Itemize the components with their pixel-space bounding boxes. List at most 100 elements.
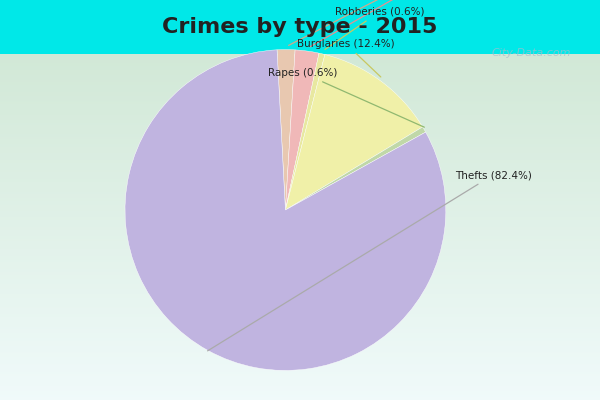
- Bar: [0, 300, 600, 301]
- Wedge shape: [286, 53, 325, 210]
- Bar: [0, 398, 600, 400]
- Bar: [0, 272, 600, 274]
- Bar: [0, 94, 600, 96]
- Bar: [0, 260, 600, 262]
- Bar: [0, 122, 600, 123]
- Bar: [0, 334, 600, 336]
- Bar: [0, 258, 600, 260]
- Bar: [0, 189, 600, 191]
- Bar: [0, 367, 600, 369]
- Bar: [0, 208, 600, 210]
- Bar: [0, 180, 600, 182]
- Bar: [0, 343, 600, 345]
- Bar: [0, 364, 600, 366]
- Bar: [0, 73, 600, 75]
- Bar: [0, 137, 600, 139]
- Bar: [0, 315, 600, 317]
- Bar: [0, 291, 600, 293]
- Bar: [0, 80, 600, 82]
- Text: Assaults (2.4%): Assaults (2.4%): [310, 0, 463, 47]
- Bar: [0, 250, 600, 251]
- Bar: [0, 82, 600, 84]
- Bar: [0, 358, 600, 360]
- Bar: [0, 123, 600, 125]
- Bar: [0, 332, 600, 334]
- Bar: [0, 350, 600, 352]
- Bar: [0, 87, 600, 88]
- Bar: [0, 109, 600, 111]
- Bar: [0, 120, 600, 122]
- Bar: [0, 59, 600, 61]
- Bar: [0, 132, 600, 134]
- Bar: [0, 102, 600, 104]
- Bar: [0, 186, 600, 187]
- Bar: [0, 234, 600, 236]
- Bar: [0, 170, 600, 172]
- Bar: [0, 312, 600, 314]
- Bar: [0, 125, 600, 127]
- Bar: [0, 66, 600, 68]
- Bar: [0, 212, 600, 213]
- Bar: [0, 393, 600, 395]
- Bar: [0, 203, 600, 204]
- Bar: [0, 395, 600, 396]
- Text: Burglaries (12.4%): Burglaries (12.4%): [297, 39, 395, 77]
- Bar: [0, 88, 600, 90]
- Bar: [0, 277, 600, 279]
- Bar: [0, 182, 600, 184]
- Bar: [0, 289, 600, 291]
- Bar: [0, 175, 600, 177]
- Bar: [0, 134, 600, 135]
- Bar: [0, 113, 600, 114]
- Bar: [0, 236, 600, 237]
- Text: City-Data.com: City-Data.com: [492, 48, 571, 58]
- Bar: [0, 191, 600, 192]
- Bar: [0, 263, 600, 265]
- Bar: [0, 76, 600, 78]
- Bar: [0, 376, 600, 378]
- Bar: [0, 140, 600, 142]
- Bar: [0, 293, 600, 294]
- Bar: [0, 378, 600, 379]
- Bar: [0, 163, 600, 165]
- Bar: [0, 374, 600, 376]
- Bar: [0, 340, 600, 341]
- Text: Rapes (0.6%): Rapes (0.6%): [268, 68, 424, 127]
- Bar: [0, 199, 600, 201]
- Bar: [0, 85, 600, 87]
- Bar: [0, 244, 600, 246]
- Bar: [0, 274, 600, 276]
- Bar: [0, 54, 600, 56]
- Bar: [0, 168, 600, 170]
- Bar: [0, 111, 600, 113]
- Bar: [0, 305, 600, 306]
- Bar: [0, 331, 600, 332]
- Bar: [0, 265, 600, 267]
- Bar: [0, 149, 600, 151]
- Bar: [0, 70, 600, 71]
- Bar: [0, 96, 600, 97]
- Wedge shape: [286, 54, 422, 210]
- Bar: [0, 348, 600, 350]
- Text: Auto thefts (1.8%): Auto thefts (1.8%): [289, 0, 521, 45]
- Bar: [0, 324, 600, 326]
- Bar: [0, 284, 600, 286]
- Bar: [0, 390, 600, 391]
- Bar: [0, 225, 600, 227]
- Bar: [0, 279, 600, 281]
- Bar: [0, 366, 600, 367]
- Bar: [0, 384, 600, 386]
- Bar: [0, 248, 600, 250]
- Bar: [0, 64, 600, 66]
- Bar: [0, 303, 600, 305]
- Bar: [0, 127, 600, 128]
- Bar: [0, 267, 600, 268]
- Bar: [0, 218, 600, 220]
- Bar: [0, 253, 600, 255]
- Bar: [0, 215, 600, 217]
- Bar: [0, 317, 600, 319]
- Bar: [0, 329, 600, 331]
- Bar: [0, 381, 600, 383]
- Bar: [0, 101, 600, 102]
- Bar: [0, 227, 600, 229]
